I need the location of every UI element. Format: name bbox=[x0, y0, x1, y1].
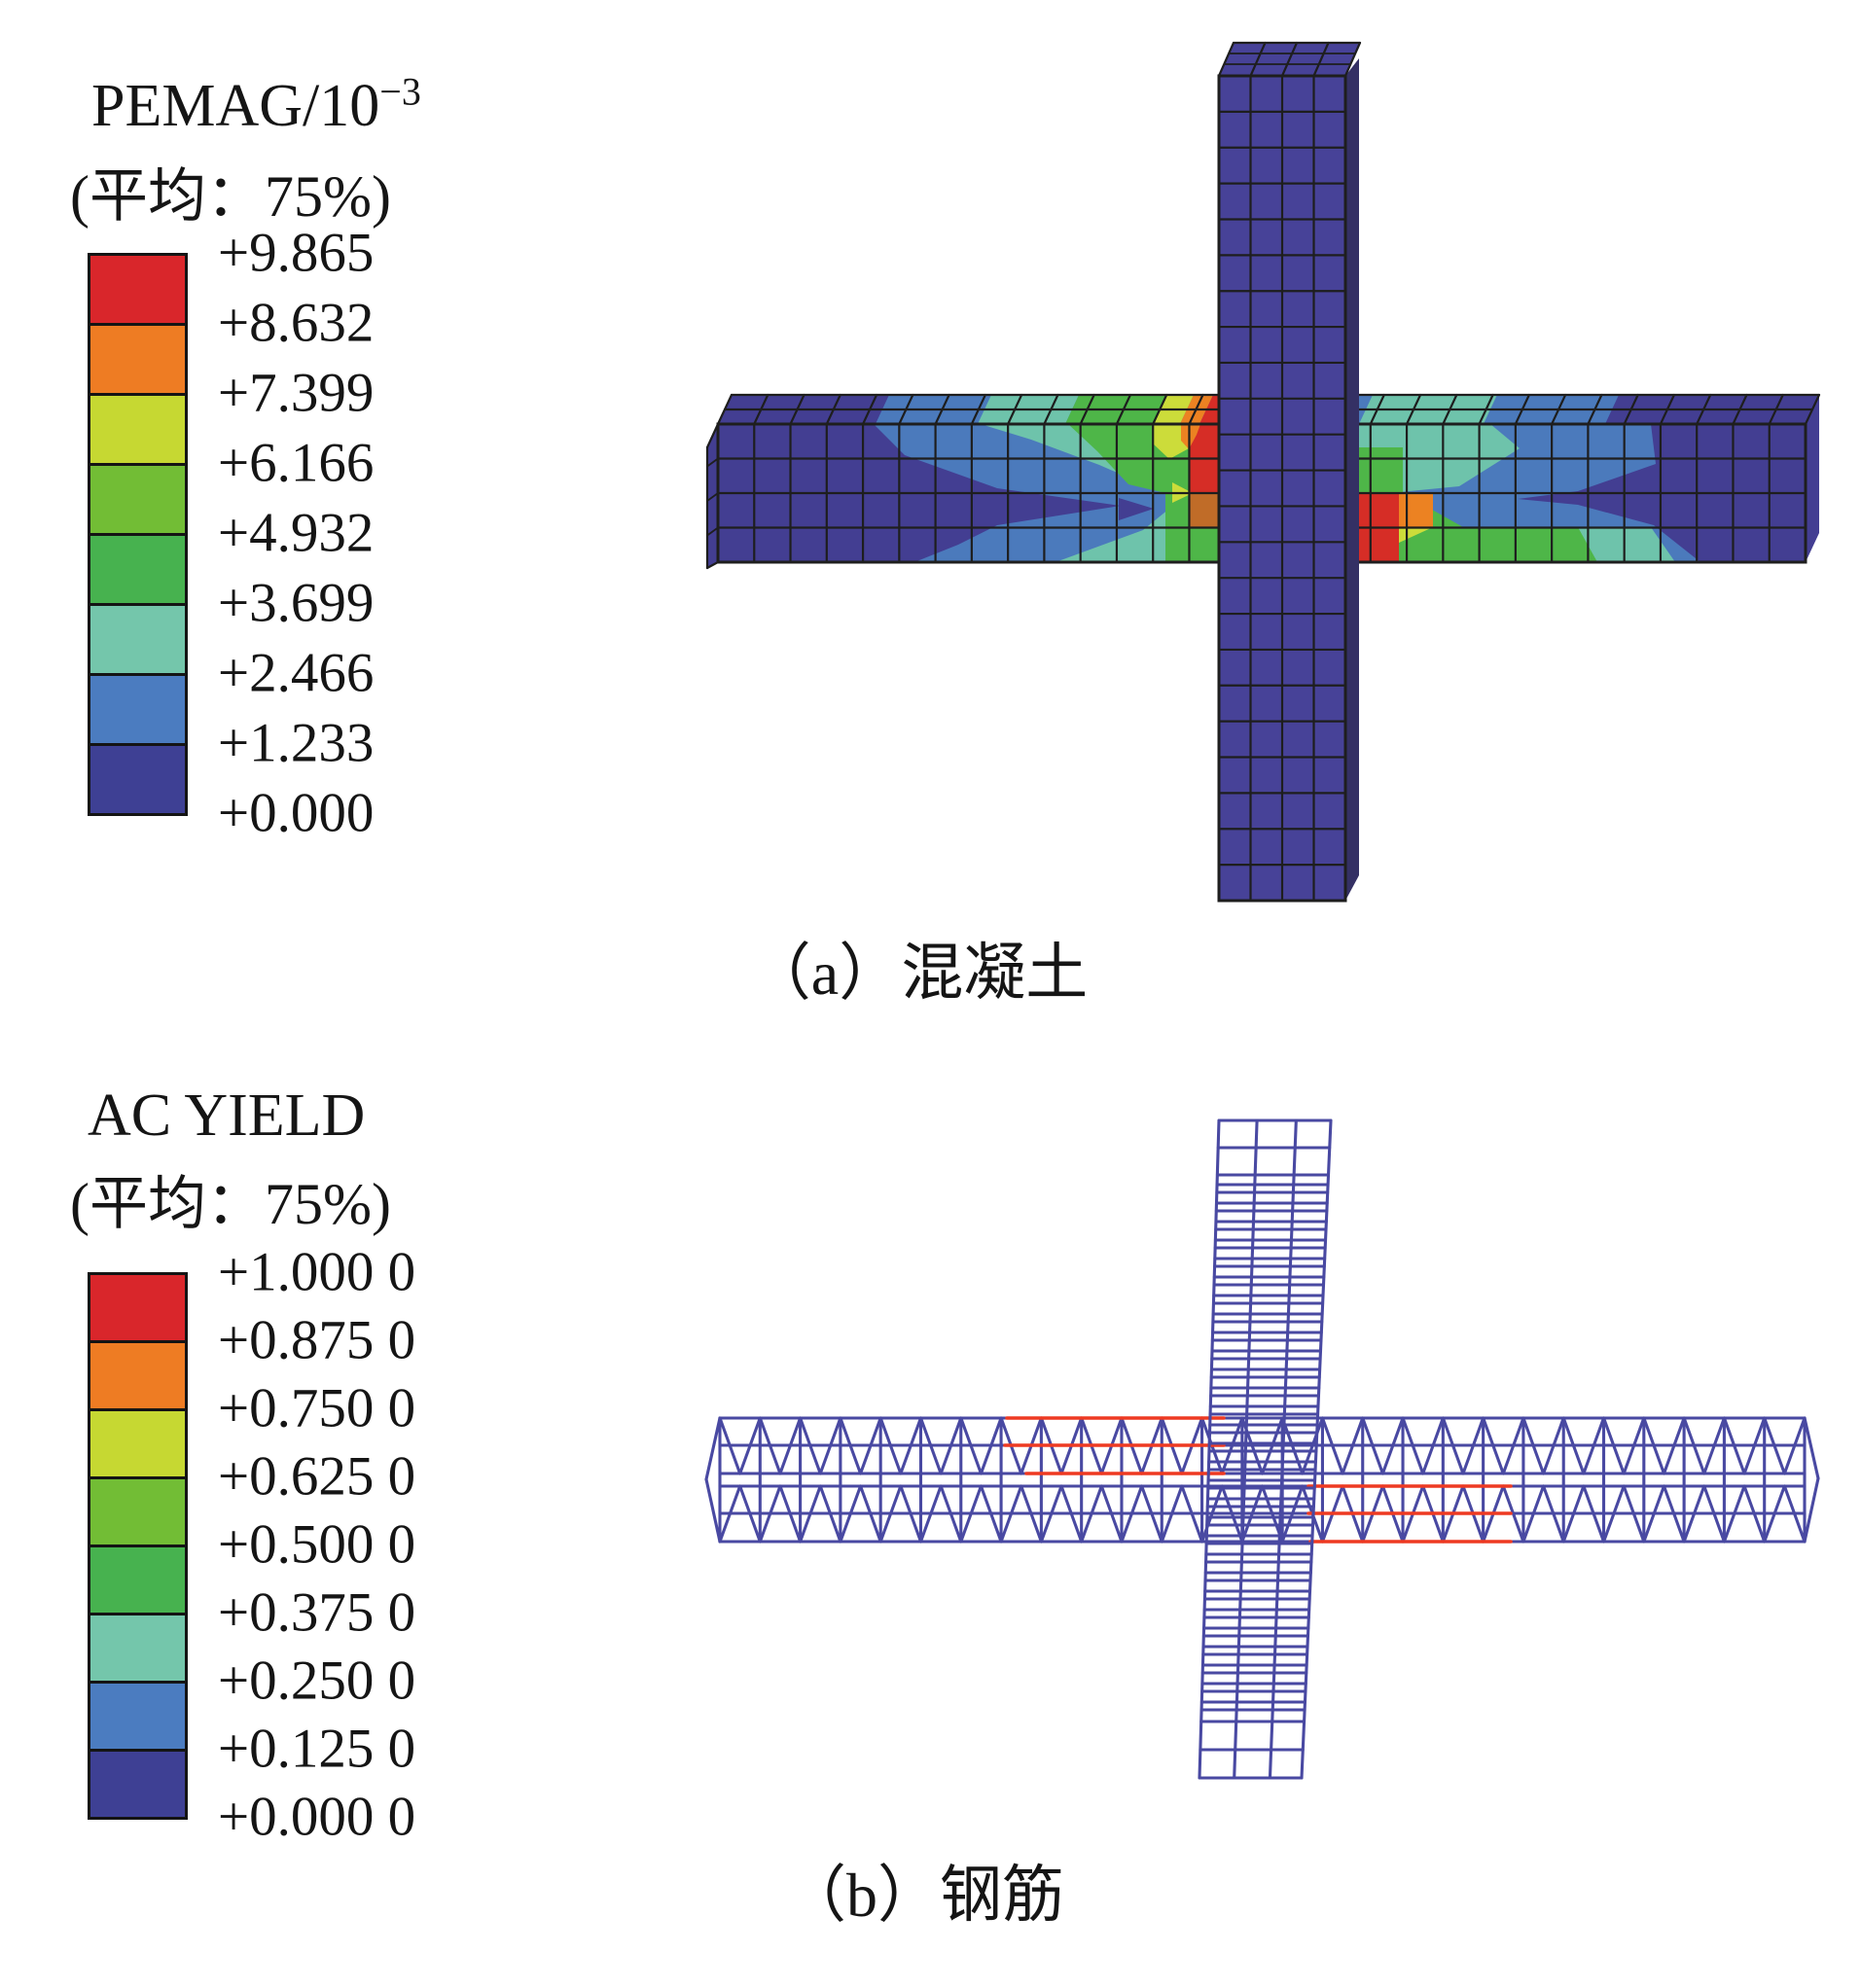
legend-tick-label: +0.750 0 bbox=[218, 1377, 416, 1439]
legend-tick-label: +0.250 0 bbox=[218, 1650, 416, 1712]
legend-color-band bbox=[88, 1544, 188, 1615]
panel-a-colorbar: +9.865 +8.632 +7.399 +6.166 +4.932 +3.699 +2.4… bbox=[88, 225, 632, 840]
legend-color-band bbox=[88, 1476, 188, 1547]
legend-color-band bbox=[88, 1408, 188, 1479]
rebar-yield-model bbox=[704, 1118, 1820, 1780]
legend-a-title-exponent: −3 bbox=[379, 69, 421, 114]
legend-tick-label: +0.000 bbox=[218, 782, 375, 844]
legend-color-band bbox=[88, 1272, 188, 1343]
legend-tick-label: +0.875 0 bbox=[218, 1309, 416, 1371]
legend-tick-label: +0.125 0 bbox=[218, 1718, 416, 1780]
legend-color-band bbox=[88, 533, 188, 606]
column-mesh bbox=[1217, 41, 1362, 903]
column-rebar-cage bbox=[1198, 1118, 1333, 1780]
legend-tick-label: +2.466 bbox=[218, 642, 375, 704]
legend-a-title-base: PEMAG/10 bbox=[91, 73, 380, 139]
legend-color-band bbox=[88, 253, 188, 326]
panel-a-legend: PEMAG/10−3 (平均：75%) +9.865 +8.632 +7.399 +6… bbox=[68, 72, 421, 841]
legend-color-band bbox=[88, 1340, 188, 1411]
legend-tick-label: +7.399 bbox=[218, 362, 375, 424]
panel-b-caption: （b）钢筋 bbox=[784, 1861, 1064, 1930]
legend-tick-label: +4.932 bbox=[218, 502, 375, 564]
legend-color-band bbox=[88, 323, 188, 396]
legend-color-band bbox=[88, 1749, 188, 1820]
panel-a-legend-title: PEMAG/10−3 bbox=[91, 72, 421, 139]
panel-b-legend-title: AC YIELD bbox=[88, 1083, 366, 1149]
legend-color-band bbox=[88, 743, 188, 816]
panel-b-legend-subtitle: (平均：75%) bbox=[70, 1172, 391, 1236]
legend-tick-label: +8.632 bbox=[218, 292, 375, 354]
legend-tick-label: +6.166 bbox=[218, 432, 375, 494]
legend-color-band bbox=[88, 1613, 188, 1684]
panel-b-legend: AC YIELD (平均：75%) +1.000 0 +0.875 0 +0.750… bbox=[68, 1083, 415, 1844]
legend-tick-label: +0.000 0 bbox=[218, 1786, 416, 1848]
legend-tick-label: +0.625 0 bbox=[218, 1445, 416, 1508]
legend-tick-label: +0.500 0 bbox=[218, 1513, 416, 1576]
legend-color-band bbox=[88, 393, 188, 466]
legend-color-band bbox=[88, 603, 188, 676]
legend-color-band bbox=[88, 463, 188, 536]
legend-tick-label: +1.233 bbox=[218, 712, 375, 774]
yielded-rebar-lines bbox=[1003, 1416, 1513, 1544]
legend-tick-label: +1.000 0 bbox=[218, 1241, 416, 1303]
panel-a-legend-subtitle: (平均：75%) bbox=[70, 164, 391, 229]
column-solid bbox=[1219, 43, 1360, 901]
legend-color-band bbox=[88, 673, 188, 746]
panel-a-caption: （a）混凝土 bbox=[748, 939, 1089, 1008]
legend-tick-label: +9.865 bbox=[218, 222, 375, 284]
panel-b-colorbar: +1.000 0 +0.875 0 +0.750 0 +0.625 0 +0.500 0… bbox=[88, 1244, 691, 1856]
legend-tick-label: +0.375 0 bbox=[218, 1581, 416, 1644]
legend-tick-label: +3.699 bbox=[218, 572, 375, 634]
concrete-contour-model bbox=[705, 41, 1821, 903]
legend-color-band bbox=[88, 1681, 188, 1752]
